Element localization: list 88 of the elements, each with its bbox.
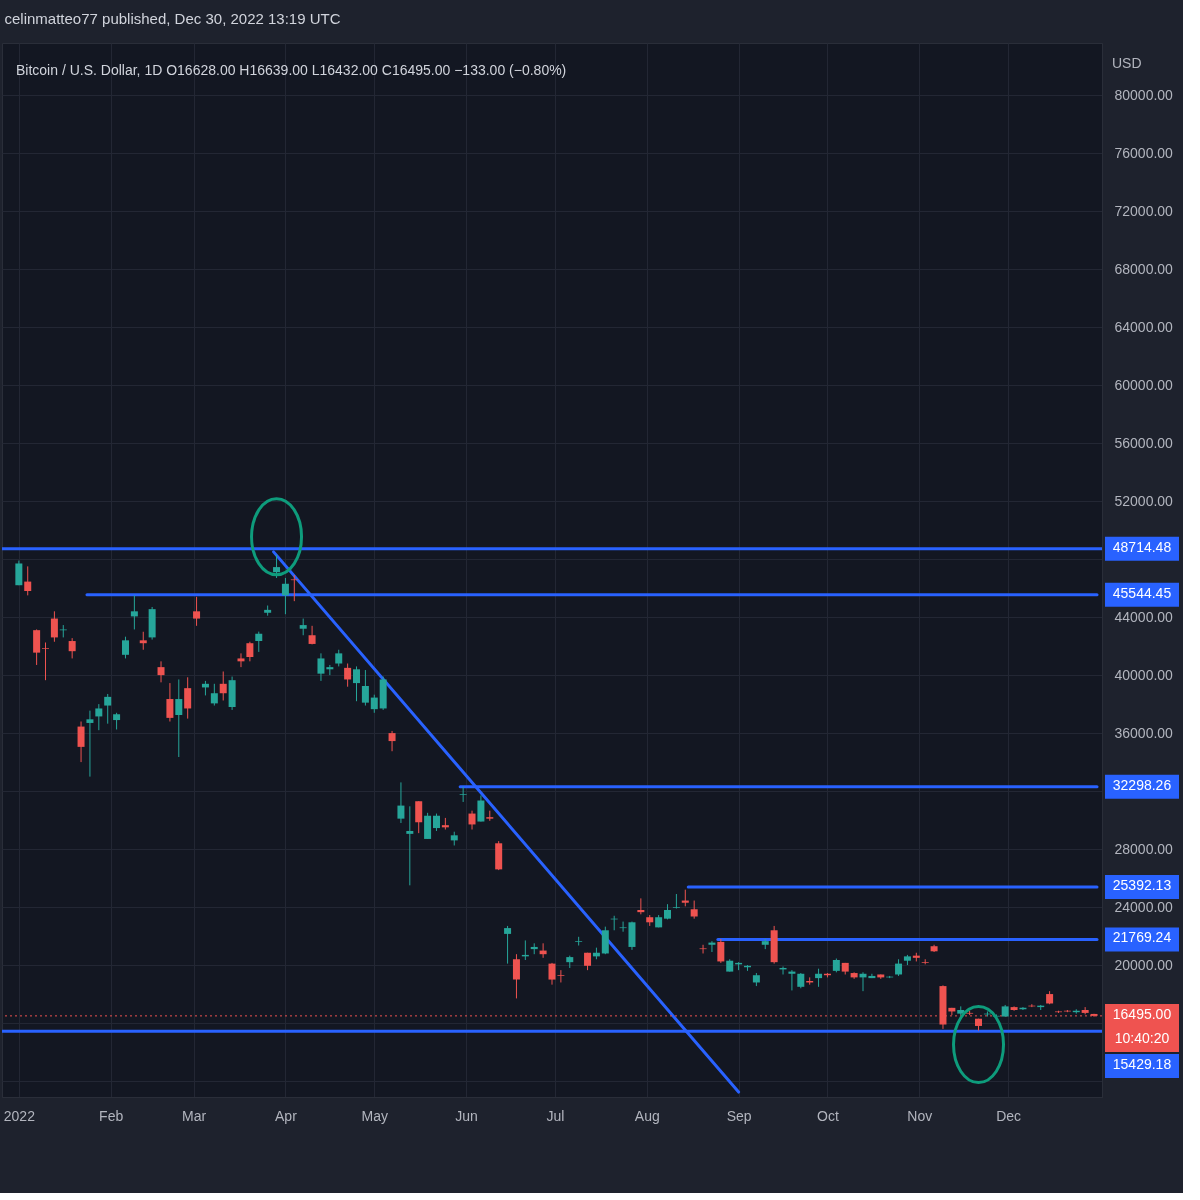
- candlestick: [699, 944, 707, 954]
- candlestick: [86, 710, 94, 778]
- x-tick-label: May: [361, 1107, 389, 1124]
- candlestick: [690, 900, 698, 920]
- candlestick: [504, 925, 512, 965]
- candlestick: [477, 794, 485, 823]
- candlestick: [237, 652, 245, 668]
- ref-line-label: 16495.00 10:40:20: [1112, 1005, 1172, 1046]
- candlestick: [281, 577, 289, 615]
- x-tick-label: Feb: [99, 1107, 124, 1124]
- candlestick: [326, 664, 334, 676]
- candlestick: [175, 678, 183, 758]
- candlestick: [512, 953, 520, 999]
- candlestick: [344, 663, 352, 688]
- y-tick-label: 76000.00: [1114, 144, 1174, 161]
- y-tick-label: 68000.00: [1114, 260, 1174, 277]
- candlestick: [15, 560, 23, 586]
- candlestick: [406, 805, 414, 886]
- candlestick: [468, 810, 476, 831]
- candlestick: [708, 940, 716, 953]
- candlestick: [788, 969, 796, 991]
- y-tick-label: 80000.00: [1114, 86, 1174, 103]
- candlestick: [68, 637, 76, 659]
- candlestick: [95, 703, 103, 731]
- candlestick: [157, 660, 165, 683]
- y-tick-label: 44000.00: [1114, 608, 1174, 625]
- candlestick: [353, 665, 361, 702]
- candlestick: [459, 786, 467, 803]
- candlestick: [59, 624, 67, 638]
- candlestick: [104, 693, 112, 725]
- candlestick: [370, 694, 378, 714]
- candlestick: [388, 730, 396, 752]
- candlestick: [361, 669, 369, 707]
- x-tick-label: Jun: [455, 1107, 478, 1124]
- y-tick-label: 56000.00: [1114, 434, 1174, 451]
- y-tick-label: 60000.00: [1114, 376, 1174, 393]
- candlestick: [42, 641, 50, 681]
- candlestick: [166, 682, 174, 722]
- y-tick-label: 28000.00: [1114, 840, 1174, 857]
- series-label: 25392.13: [1112, 876, 1172, 893]
- x-tick-label: Dec: [996, 1107, 1022, 1124]
- candlestick: [815, 968, 823, 988]
- candlestick: [255, 631, 263, 653]
- x-tick-label: Jul: [546, 1107, 565, 1124]
- candlestick: [637, 897, 645, 915]
- candlestick: [50, 610, 58, 643]
- x-tick-label: Oct: [817, 1107, 839, 1124]
- ref-line-label: 48714.48: [1112, 538, 1172, 555]
- y-tick-label: 52000.00: [1114, 492, 1174, 509]
- y-tick-label: 72000.00: [1114, 202, 1174, 219]
- candlestick: [290, 574, 298, 602]
- series-label: 21769.24: [1112, 929, 1172, 946]
- candlestick: [193, 596, 201, 627]
- candlestick: [219, 670, 227, 701]
- series-label: 45544.45: [1112, 584, 1172, 601]
- ref-line-label: 15429.18: [1112, 1055, 1172, 1072]
- y-tick-label: 36000.00: [1114, 724, 1174, 741]
- y-tick-label: 40000.00: [1114, 666, 1174, 683]
- candlestick: [210, 683, 218, 707]
- candlestick: [672, 893, 680, 910]
- x-tick-label: Sep: [726, 1107, 752, 1124]
- x-tick-label: 2022: [3, 1107, 36, 1124]
- y-tick-label: 24000.00: [1114, 898, 1174, 915]
- candlestick: [317, 652, 325, 682]
- chart-title: celinmatteo77 published, Dec 30, 2022 13:19 UTC: [4, 10, 341, 27]
- y-axis-title: USD: [1112, 55, 1142, 71]
- x-tick-label: Aug: [634, 1107, 660, 1124]
- candlestick: [717, 938, 725, 964]
- candlestick: [130, 594, 138, 630]
- candlestick: [121, 636, 129, 659]
- candlestick: [33, 628, 41, 666]
- candlestick: [273, 554, 281, 579]
- candlestick: [601, 926, 609, 955]
- x-tick-label: Mar: [182, 1107, 207, 1124]
- y-tick-label: 20000.00: [1114, 956, 1174, 973]
- text: Bitcoin / U.S. Dollar, 1D O16628.00 H16639.00 L16432.00 C16495.00 −133.00 (−0.80%): [16, 62, 567, 78]
- x-tick-label: Apr: [275, 1107, 298, 1124]
- candlestick: [397, 781, 405, 824]
- candlestick: [184, 676, 192, 720]
- candlestick: [1010, 1005, 1018, 1012]
- candlestick: [424, 812, 432, 840]
- candlestick: [24, 565, 32, 596]
- candlestick: [77, 721, 85, 763]
- series-label: 32298.26: [1112, 776, 1172, 793]
- x-tick-label: Nov: [907, 1107, 933, 1124]
- candlestick: [415, 800, 423, 834]
- y-tick-label: 64000.00: [1114, 318, 1174, 335]
- candlestick: [246, 641, 254, 662]
